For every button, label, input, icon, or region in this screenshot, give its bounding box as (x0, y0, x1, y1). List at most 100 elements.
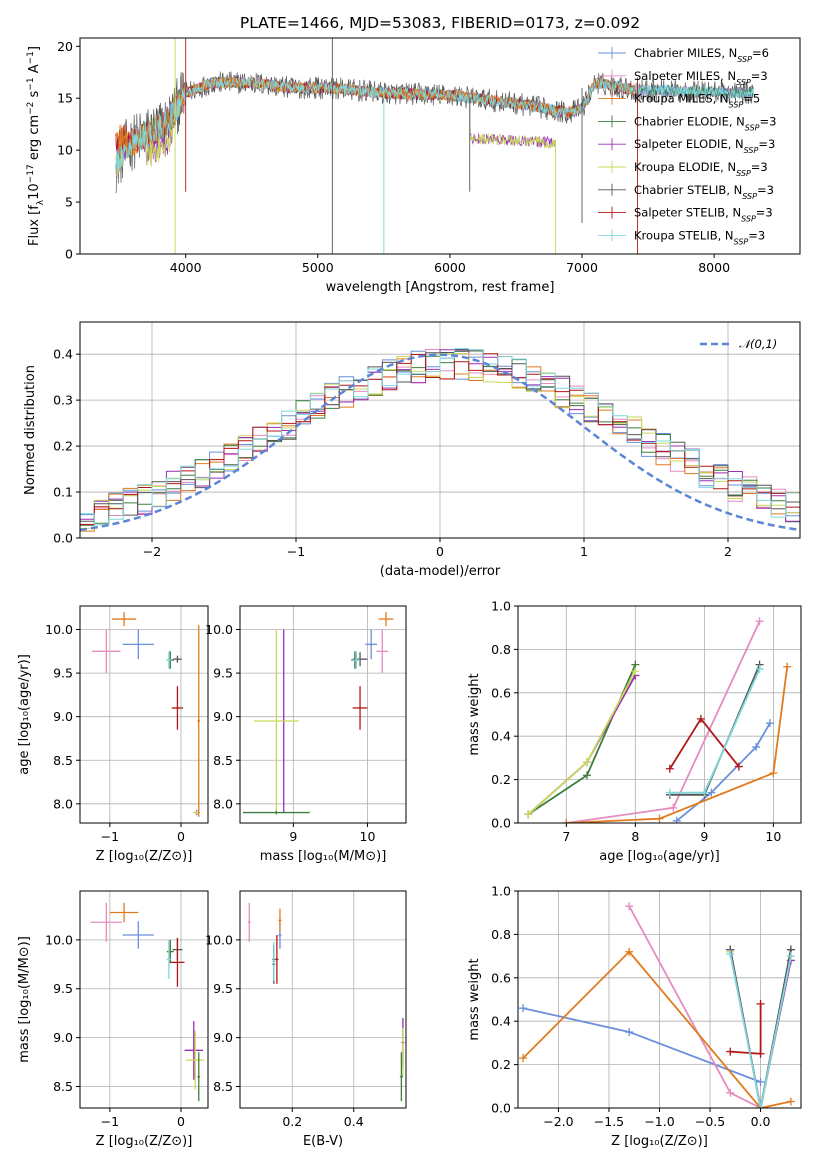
errorbar-point (272, 941, 276, 981)
weight-marker (756, 1049, 765, 1058)
y-tick-label: 0.2 (491, 772, 511, 787)
x-tick-label: 0 (436, 544, 444, 559)
weight-marker (631, 667, 640, 676)
y-tick-label: 0 (65, 247, 73, 262)
plot-area (242, 612, 394, 815)
y-tick-label: 9.0 (213, 1030, 233, 1045)
y-tick-label: 0.4 (491, 1014, 511, 1029)
legend-label: Chabrier ELODIE, NSSP=3 (634, 114, 776, 131)
axes-frame (79, 890, 209, 1109)
x-tick-label: 0.0 (751, 1114, 771, 1129)
y-tick-label: 9.0 (213, 709, 233, 724)
errorbar-point (184, 1021, 204, 1080)
plot-area (247, 902, 405, 1102)
y-tick-label: 0.3 (53, 393, 73, 408)
errorbar-point (254, 629, 299, 813)
y-tick-label: 9.0 (53, 709, 73, 724)
y-tick-label: 0.0 (491, 1101, 511, 1116)
x-tick-label: 0 (177, 1114, 185, 1129)
x-tick-label: 8 (631, 829, 639, 844)
y-tick-label: 10.0 (205, 622, 233, 637)
weight-marker (786, 1097, 795, 1106)
weight-marker (672, 816, 681, 823)
y-tick-label: 8.5 (213, 753, 233, 768)
x-tick-label: 9 (700, 829, 708, 844)
weight-line (676, 722, 771, 822)
weight-marker (726, 949, 735, 958)
y-axis-label: age [log₁₀(age/yr)] (17, 654, 32, 775)
weight-marker (707, 788, 716, 797)
y-tick-label: 10.0 (205, 932, 233, 947)
x-tick-label: 6000 (434, 260, 466, 275)
legend-label: 𝒩(0,1) (739, 337, 777, 351)
weight-marker (519, 1054, 528, 1063)
errorbar-point (275, 934, 279, 984)
x-axis-label: (data-model)/error (380, 564, 501, 579)
errorbar-point (197, 1052, 201, 1102)
x-axis-label: E(B-V) (303, 1134, 343, 1149)
y-tick-label: 0.1 (53, 485, 73, 500)
y-tick-label: 0.4 (53, 347, 73, 362)
y-tick-label: 8.5 (213, 1079, 233, 1094)
plot-weight_vs_Z: −2.0 −1.5 −1.0 −0.5 0.0 0.0 0.2 0.4 0.6 0.8 1.0 Z [… (467, 884, 802, 1149)
weight-marker (734, 762, 743, 771)
errorbar-point (170, 937, 185, 987)
x-axis-label: mass [log₁₀(M/M⊙)] (260, 849, 387, 864)
legend: 𝒩(0,1) (700, 337, 777, 351)
plot-spectrum: 4000 5000 6000 7000 8000 0 5 10 15 20 wavelength [… (26, 37, 801, 295)
y-tick-label: 8.0 (213, 796, 233, 811)
y-tick-label: 5 (65, 195, 73, 210)
errorbar-point (352, 651, 361, 669)
errorbar-point (378, 612, 394, 627)
y-tick-label: 8.5 (53, 753, 73, 768)
weight-marker (726, 1047, 735, 1056)
errorbar-point (92, 629, 121, 674)
weight-marker (625, 902, 634, 911)
y-tick-label: 10.0 (45, 622, 73, 637)
errorbar-point (122, 629, 154, 660)
weight-marker (562, 819, 571, 823)
weight-marker (726, 1088, 735, 1097)
legend-label: Salpeter ELODIE, NSSP=3 (634, 137, 775, 155)
errorbar-point (242, 810, 310, 815)
weight-marker (756, 999, 765, 1008)
y-tick-label: 0.4 (491, 729, 511, 744)
normal-curve (80, 353, 800, 532)
y-axis-label: mass [log₁₀(M/M⊙)] (17, 936, 32, 1063)
errorbar-point (122, 921, 154, 949)
y-tick-label: 0.2 (53, 439, 73, 454)
y-tick-label: 8.0 (53, 796, 73, 811)
x-tick-label: 1 (580, 544, 588, 559)
errorbar-point (365, 629, 378, 660)
plot-area (90, 902, 205, 1102)
axes-frame (79, 605, 209, 824)
x-tick-label: −1.0 (644, 1114, 674, 1129)
spectrum-line (115, 76, 754, 174)
weight-marker (700, 788, 709, 797)
legend-label: Kroupa MILES, NSSP=5 (634, 92, 760, 110)
errorbar-point (247, 902, 251, 942)
weight-marker (696, 714, 705, 723)
weight-marker (755, 664, 764, 673)
plot-area (519, 902, 795, 1108)
weight-marker (665, 764, 674, 773)
y-tick-label: 10.0 (45, 932, 73, 947)
errorbar-point (112, 612, 137, 627)
legend: Chabrier MILES, NSSP=6 Salpeter MILES, NS… (598, 46, 776, 246)
x-axis-label: wavelength [Angstrom, rest frame] (326, 280, 555, 295)
x-tick-label: 0.4 (344, 1114, 364, 1129)
weight-marker (583, 771, 592, 780)
weight-line (566, 666, 789, 823)
y-tick-label: 9.5 (213, 981, 233, 996)
plot-area (115, 38, 754, 254)
legend-label: Kroupa ELODIE, NSSP=3 (634, 160, 768, 178)
weight-marker (669, 803, 678, 812)
legend-label: Salpeter MILES, NSSP=3 (634, 69, 768, 87)
x-tick-label: 2 (724, 544, 732, 559)
x-tick-label: 8000 (698, 260, 730, 275)
y-tick-label: 8.5 (53, 1079, 73, 1094)
x-tick-label: 7 (562, 829, 570, 844)
y-tick-label: 9.0 (53, 1030, 73, 1045)
axes-frame (239, 890, 407, 1109)
